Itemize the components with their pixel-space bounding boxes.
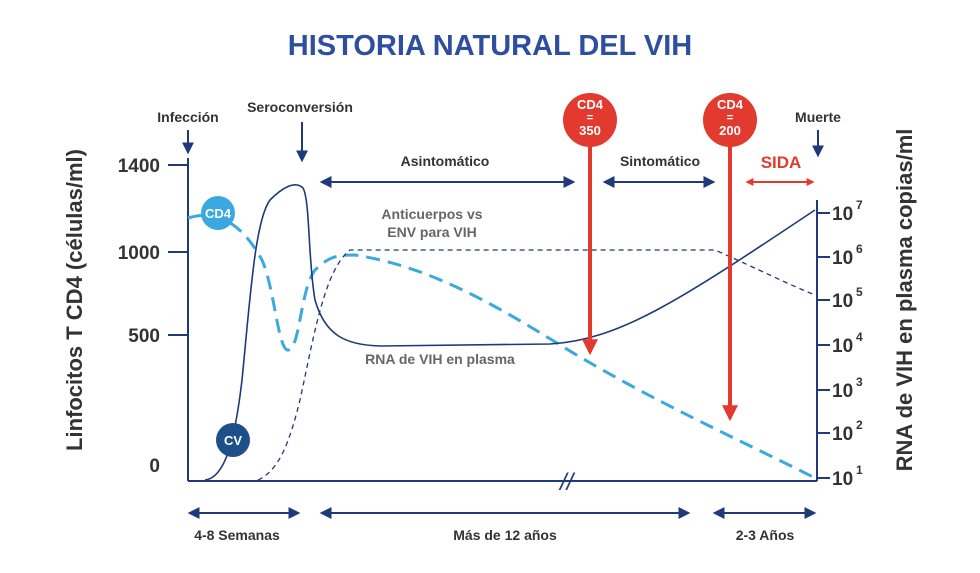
cd4-badge-label: CD4 xyxy=(205,206,232,221)
phase-label: SIDA xyxy=(761,153,802,172)
right-tick-base: 10 xyxy=(832,291,853,312)
left-ticks: 1400 1000 500 0 xyxy=(118,156,188,477)
left-tick-label: 1400 xyxy=(118,156,160,177)
right-tick-base: 10 xyxy=(832,248,853,269)
right-tick-exponent: 7 xyxy=(856,198,863,212)
antibody-label: Anticuerpos vs xyxy=(381,206,482,222)
right-tick-exponent: 3 xyxy=(856,375,863,389)
event-label: Muerte xyxy=(795,109,841,125)
title: HISTORIA NATURAL DEL VIH xyxy=(288,30,692,62)
right-axis-label: RNA de VIH en plasma copias/ml xyxy=(892,129,917,472)
right-tick-base: 10 xyxy=(832,469,853,490)
right-tick-base: 10 xyxy=(832,381,853,402)
right-tick-base: 10 xyxy=(832,336,853,357)
cv-badge-label: CV xyxy=(224,433,242,448)
rna-curve xyxy=(204,184,816,481)
badge-text: 350 xyxy=(579,123,601,138)
left-tick-label: 500 xyxy=(128,326,160,347)
cd4-350-badge xyxy=(563,93,617,147)
axis-break: // xyxy=(558,469,576,496)
right-tick-exponent: 4 xyxy=(856,330,863,344)
event-label: Seroconversión xyxy=(247,99,353,115)
right-tick-exponent: 5 xyxy=(856,285,863,299)
cv-badge xyxy=(216,423,250,457)
cd4-badge xyxy=(201,196,235,230)
event-label: Infección xyxy=(157,109,218,125)
antibody-curve xyxy=(257,249,816,481)
cd4-200-badge xyxy=(703,93,757,147)
phase-label: Asintomático xyxy=(401,153,490,169)
period-label: 2-3 Años xyxy=(736,527,795,543)
period-label: Más de 12 años xyxy=(453,527,557,543)
phase-label: Sintomático xyxy=(620,153,700,169)
right-tick-exponent: 6 xyxy=(856,242,863,256)
right-tick-base: 10 xyxy=(832,204,853,225)
left-tick-label: 0 xyxy=(149,456,160,477)
cd4-curve xyxy=(187,213,816,480)
right-tick-exponent: 1 xyxy=(856,463,863,477)
badge-text: = xyxy=(727,112,733,124)
badge-text: 200 xyxy=(719,123,741,138)
badge-text: = xyxy=(587,112,593,124)
period-label: 4-8 Semanas xyxy=(194,527,280,543)
badge-text: CD4 xyxy=(577,97,604,112)
rna-label: RNA de VIH en plasma xyxy=(365,351,515,367)
right-tick-exponent: 2 xyxy=(856,418,863,432)
antibody-label: ENV para VIH xyxy=(387,224,476,240)
badge-text: CD4 xyxy=(717,97,744,112)
left-axis-label: Linfocitos T CD4 (células/ml) xyxy=(62,149,87,451)
right-tick-base: 10 xyxy=(832,424,853,445)
left-tick-label: 1000 xyxy=(118,243,160,264)
